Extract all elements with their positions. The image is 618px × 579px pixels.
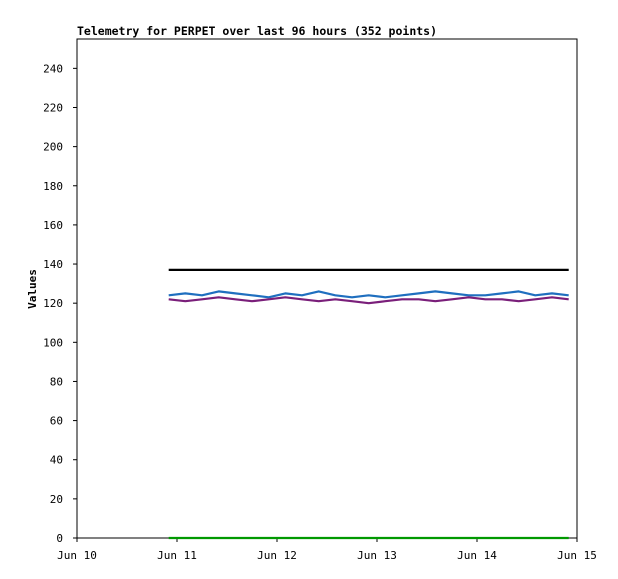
y-tick-label: 180 — [43, 180, 63, 193]
series-line-2 — [168, 290, 569, 299]
x-tick-label: Jun 14 — [457, 549, 497, 562]
y-tick-label: 220 — [43, 101, 63, 114]
y-tick-label: 120 — [43, 297, 63, 310]
y-tick-label: 0 — [56, 532, 63, 545]
x-tick-label: Jun 12 — [257, 549, 297, 562]
x-tick-label: Jun 11 — [157, 549, 197, 562]
chart-title: Telemetry for PERPET over last 96 hours … — [77, 24, 437, 38]
y-tick-label: 100 — [43, 336, 63, 349]
series-layer — [168, 268, 569, 540]
x-tick-label: Jun 10 — [57, 549, 97, 562]
y-tick-label: 60 — [50, 415, 63, 428]
y-tick-label: 80 — [50, 375, 63, 388]
x-tick-label: Jun 13 — [357, 549, 397, 562]
y-tick-label: 160 — [43, 219, 63, 232]
x-tick-label: Jun 15 — [557, 549, 597, 562]
y-axis-label: Values — [26, 269, 39, 309]
y-tick-label: 20 — [50, 493, 63, 506]
y-tick-label: 40 — [50, 454, 63, 467]
y-tick-label: 240 — [43, 62, 63, 75]
series-line-3 — [168, 296, 569, 305]
plot-frame — [76, 38, 578, 539]
y-axis: 0 20 40 60 80 100 120 140 160 180 200 220 240 — [43, 62, 77, 545]
x-axis: Jun 10 Jun 11 Jun 12 Jun 13 Jun 14 Jun 15 — [57, 538, 597, 562]
y-tick-label: 200 — [43, 141, 63, 154]
y-tick-label: 140 — [43, 258, 63, 271]
